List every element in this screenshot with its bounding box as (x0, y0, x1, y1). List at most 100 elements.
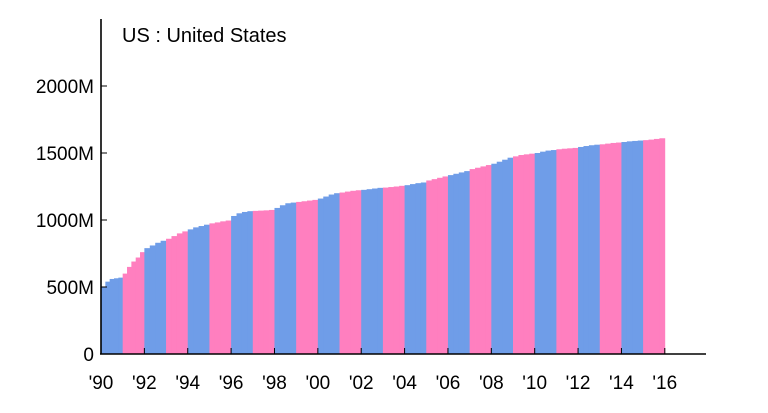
bar-2009-1 (513, 156, 519, 354)
bar-2012-1 (578, 146, 584, 354)
bar-2014-4 (637, 140, 644, 354)
bar-2007-4 (485, 165, 492, 354)
x-tick-label: '00 (305, 373, 330, 394)
x-tick-label: '92 (132, 373, 157, 394)
bar-2007-2 (475, 167, 481, 354)
bar-2015-1 (643, 140, 649, 354)
bar-2000-4 (334, 193, 340, 354)
bar-2013-1 (599, 144, 606, 354)
bar-1995-3 (220, 221, 227, 354)
bar-1991-1 (122, 273, 128, 354)
bar-1996-2 (236, 213, 243, 354)
bar-2005-1 (426, 180, 433, 354)
bar-1990-1 (101, 287, 106, 354)
x-tick-label: '04 (392, 373, 417, 394)
bar-1999-3 (307, 200, 313, 354)
bar-1994-3 (198, 226, 205, 354)
bar-2015-2 (648, 139, 655, 354)
bar-2008-2 (496, 161, 503, 354)
bar-1998-4 (290, 202, 297, 354)
bar-2005-4 (442, 176, 449, 354)
bar-1999-2 (301, 201, 308, 354)
bar-1997-4 (269, 209, 275, 354)
x-tick-label: '98 (262, 373, 287, 394)
bar-2009-3 (523, 154, 530, 354)
bar-2003-3 (393, 186, 400, 354)
bar-1996-3 (241, 211, 248, 354)
bar-2012-3 (588, 145, 595, 354)
bar-2003-4 (399, 185, 405, 354)
bar-1990-3 (109, 278, 115, 354)
x-tick-label: '08 (479, 373, 504, 394)
bar-2003-1 (382, 187, 389, 354)
bar-1993-1 (166, 238, 172, 354)
bar-2011-1 (556, 149, 563, 354)
y-axis-ticks: 0 500M 1000M 1500M 2000M (36, 77, 107, 366)
bars-group (101, 138, 666, 354)
x-tick-label: '10 (522, 373, 547, 394)
bar-1994-2 (193, 227, 199, 354)
bar-2002-1 (361, 189, 368, 354)
bar-2000-3 (328, 194, 335, 354)
x-tick-label: '12 (566, 373, 591, 394)
bar-2000-1 (317, 198, 324, 354)
bar-1991-4 (135, 257, 141, 354)
bar-2009-2 (518, 155, 525, 354)
bar-2012-2 (583, 146, 590, 354)
bar-2005-2 (431, 179, 438, 354)
x-tick-label: '16 (652, 373, 677, 394)
x-tick-label: '94 (175, 373, 200, 394)
y-tick-label: 1000M (36, 211, 94, 232)
bar-2005-3 (437, 177, 443, 354)
bar-1994-1 (187, 229, 194, 354)
bar-2004-4 (420, 182, 427, 354)
bar-1992-2 (149, 245, 156, 354)
bar-1997-3 (263, 210, 270, 354)
y-tick-label: 2000M (36, 77, 94, 98)
bar-1995-1 (209, 223, 216, 354)
bar-1993-4 (182, 231, 189, 354)
bar-1993-3 (176, 233, 183, 354)
x-tick-label: '06 (436, 373, 461, 394)
bar-1996-1 (231, 215, 237, 354)
bar-1996-4 (247, 211, 254, 354)
bar-2001-3 (350, 190, 357, 354)
bar-2002-4 (377, 187, 384, 354)
bar-1997-1 (252, 210, 259, 354)
bar-2004-1 (404, 185, 411, 354)
bar-1994-4 (204, 224, 210, 354)
bar-1990-4 (114, 278, 119, 354)
bar-2001-1 (339, 192, 346, 354)
bar-2003-2 (388, 187, 395, 354)
bar-2007-3 (480, 166, 487, 354)
bar-1993-2 (171, 236, 178, 354)
bar-2008-3 (502, 159, 508, 354)
bar-2000-2 (323, 196, 330, 354)
bar-2006-3 (458, 172, 465, 354)
bar-1992-4 (160, 240, 167, 354)
bar-2007-1 (469, 169, 476, 354)
bar-1991-5 (140, 252, 145, 354)
bar-1991-2 (127, 266, 132, 354)
bar-2006-1 (447, 175, 454, 354)
x-tick-label: '96 (219, 373, 244, 394)
bar-1992-1 (144, 248, 151, 354)
bar-2004-3 (415, 183, 422, 354)
bar-1990-5 (118, 277, 124, 354)
bar-2001-4 (355, 190, 362, 354)
bar-1991-3 (131, 261, 137, 354)
bar-2015-4 (659, 138, 666, 354)
bar-2008-1 (491, 163, 498, 354)
bar-1990-2 (105, 281, 111, 354)
bar-2012-4 (594, 144, 601, 354)
bar-1995-4 (225, 220, 232, 354)
bar-2008-4 (507, 157, 514, 354)
bar-2011-4 (572, 147, 579, 354)
x-tick-label: '02 (349, 373, 374, 394)
x-tick-label: '14 (609, 373, 634, 394)
bar-2015-3 (653, 138, 660, 354)
bar-2014-1 (621, 142, 628, 354)
bar-2013-3 (610, 142, 617, 354)
bar-2010-1 (534, 153, 541, 354)
